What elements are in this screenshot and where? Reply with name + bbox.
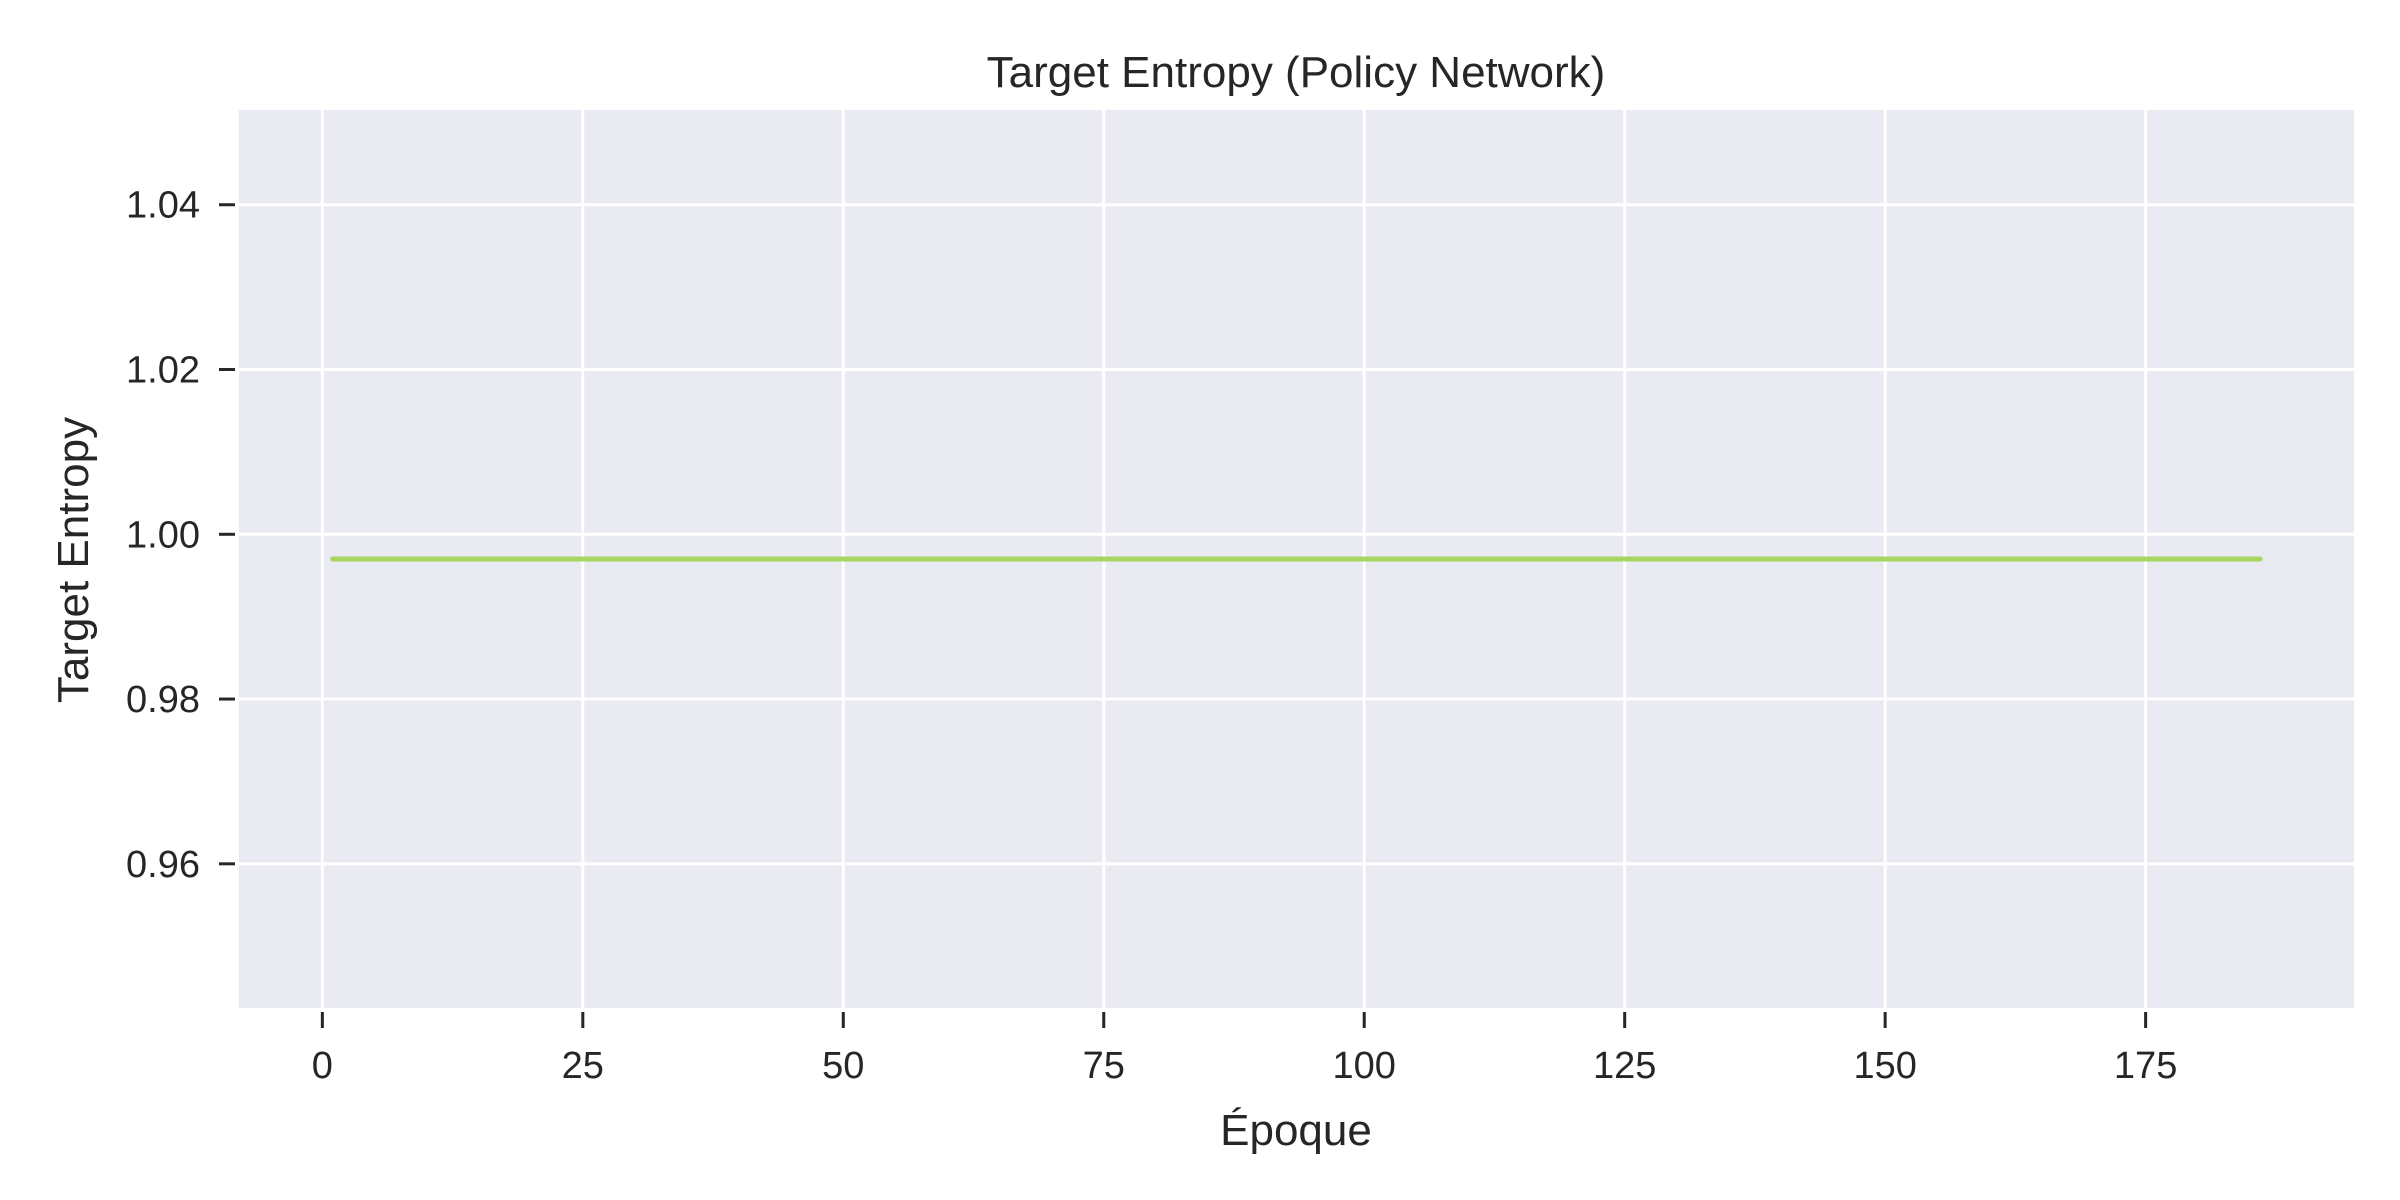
x-tick-label: 150 [1853, 1045, 1916, 1087]
x-axis: 0 25 50 75 100 125 150 175 [312, 1012, 2177, 1087]
y-tick-label: 1.02 [126, 350, 200, 392]
x-tick-label: 25 [562, 1045, 604, 1087]
y-axis-label: Target Entropy [49, 417, 98, 703]
y-tick-label: 0.98 [126, 679, 200, 721]
x-tick-label: 50 [822, 1045, 864, 1087]
y-tick-label: 0.96 [126, 844, 200, 886]
y-axis: 0.96 0.98 1.00 1.02 1.04 [126, 185, 235, 886]
chart-title: Target Entropy (Policy Network) [987, 48, 1606, 97]
x-tick-label: 175 [2114, 1045, 2177, 1087]
x-tick-label: 125 [1593, 1045, 1656, 1087]
x-tick-label: 75 [1083, 1045, 1125, 1087]
x-tick-label: 0 [312, 1045, 333, 1087]
x-tick-label: 100 [1333, 1045, 1396, 1087]
y-tick-label: 1.04 [126, 185, 200, 227]
y-tick-label: 1.00 [126, 514, 200, 556]
x-axis-label: Époque [1220, 1106, 1372, 1155]
